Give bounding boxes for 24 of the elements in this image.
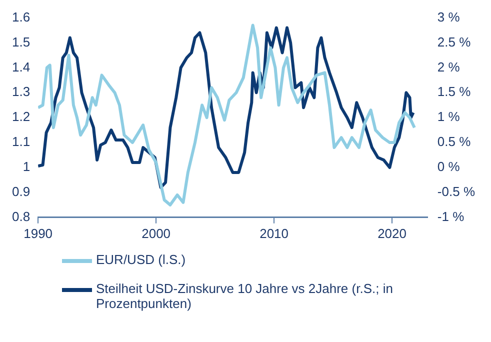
y2-tick-label: 3 % [437,9,460,24]
legend-label: EUR/USD (l.S.) [96,252,186,267]
y2-tick-label: -0.5 % [437,184,476,200]
y-tick-label: 1.5 [12,34,30,50]
y-tick-label: 1.1 [12,134,30,150]
x-tick-label: 2010 [260,226,289,241]
y2-tick-label: 0.5 % [437,134,472,150]
y2-tick-label: 0 % [437,159,460,174]
y2-tick-label: 1.5 % [437,84,472,100]
y-tick-label: 1.4 [12,59,30,74]
y-tick-label: 1.6 [12,9,30,24]
y2-tick-label: 2 % [437,59,460,74]
y-tick-label: 0.8 [12,208,30,224]
y2-tick-label: 2.5 % [437,34,472,50]
y-tick-label: 0.9 [12,184,30,200]
x-tick-label: 2020 [378,226,406,241]
y-tick-label: 1 [22,159,30,174]
y2-tick-label: 1 % [437,109,460,124]
x-tick-label: 2000 [142,226,171,241]
x-tick-label: 1990 [24,226,53,241]
y2-tick-label: -1 % [437,208,465,224]
y-tick-label: 1.2 [12,109,30,124]
legend-label: Steilheit USD-Zinskurve 10 Jahre vs 2Jahre (r.S.; in Prozentpunkten) [96,281,394,311]
y-tick-label: 1.3 [12,84,30,100]
